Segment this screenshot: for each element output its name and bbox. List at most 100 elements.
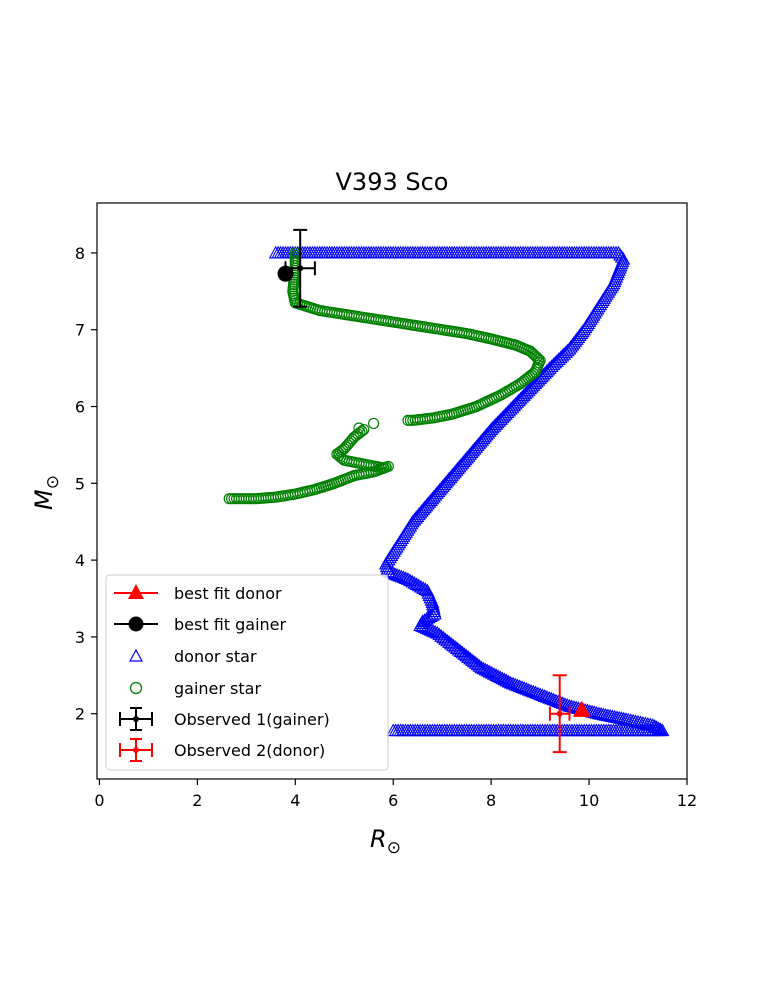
gainer-star-point <box>532 353 545 365</box>
observed-donor-errorbar <box>548 674 571 754</box>
donor-star-point <box>510 395 525 408</box>
donor-star-point <box>587 705 602 719</box>
donor-star-point <box>418 582 433 596</box>
donor-star-point <box>507 398 521 412</box>
y-tick-label: 4 <box>75 551 85 570</box>
donor-star-point <box>417 620 432 633</box>
donor-star-point <box>390 567 404 581</box>
y-tick-label: 3 <box>75 628 85 647</box>
donor-star-point <box>511 393 526 407</box>
y-axis-label-main: M <box>30 489 58 510</box>
x-tick-label: 4 <box>290 791 300 810</box>
legend-box <box>105 574 389 771</box>
donor-star-point <box>531 372 546 386</box>
donor-star-point <box>529 374 544 388</box>
best-fit-donor-point <box>572 700 591 717</box>
donor-star-point <box>539 364 554 378</box>
best-fit-gainer-point <box>277 265 294 282</box>
donor-star-point <box>500 405 515 419</box>
donor-star-point <box>387 567 402 580</box>
donor-star-point <box>425 595 440 608</box>
donor-star-point <box>525 379 539 393</box>
donor-star-point <box>394 569 409 583</box>
donor-star-point <box>513 391 528 405</box>
donor-star-point <box>485 420 500 434</box>
donor-star-point <box>413 618 428 631</box>
donor-star-point <box>526 378 541 391</box>
donor-star-point <box>585 704 600 718</box>
x-axis-label-main: R <box>370 825 387 853</box>
legend-label: gainer star <box>174 679 261 698</box>
gainer-star-point <box>223 493 235 505</box>
legend: best fit donor best fit gainer donor sta… <box>105 574 389 771</box>
donor-star-point <box>520 384 534 398</box>
plot-area <box>223 228 670 754</box>
x-tick-label: 8 <box>486 791 496 810</box>
x-tick-label: 6 <box>388 791 398 810</box>
y-tick-label: 2 <box>75 705 85 724</box>
legend-item-observed-donor: Observed 2(donor) <box>119 738 325 762</box>
donor-star-point <box>421 622 436 635</box>
legend-label: donor star <box>174 647 257 666</box>
y-tick-label: 8 <box>75 244 85 263</box>
legend-item-donor-star: donor star <box>128 647 257 666</box>
donor-star-point <box>487 418 502 432</box>
observed-gainer-errorbar <box>284 228 316 308</box>
gainer-star-point <box>353 422 365 434</box>
x-axis: 0 2 4 6 8 10 12 <box>94 779 697 810</box>
chart-title: V393 Sco <box>336 168 449 196</box>
y-axis-label: M⊙ <box>30 475 63 510</box>
donor-star-point <box>567 700 581 713</box>
legend-label: Observed 2(donor) <box>174 741 325 760</box>
donor-star-point <box>489 417 503 430</box>
donor-star-point <box>536 367 551 381</box>
x-tick-label: 12 <box>677 791 697 810</box>
plot-frame <box>96 202 688 780</box>
donor-star-point <box>494 412 508 425</box>
legend-item-best-fit-donor: best fit donor <box>114 584 282 603</box>
donor-star-point <box>415 619 430 632</box>
gainer-star-point <box>368 417 380 430</box>
legend-item-best-fit-gainer: best fit gainer <box>114 615 287 634</box>
donor-star-point <box>518 386 533 400</box>
x-tick-label: 10 <box>579 791 599 810</box>
donor-star-point <box>503 401 518 415</box>
donor-star-point <box>426 624 440 637</box>
legend-item-observed-gainer: Observed 1(gainer) <box>119 707 330 731</box>
donor-star-point <box>528 376 543 390</box>
legend-item-gainer-star: gainer star <box>129 679 261 698</box>
legend-label: Observed 1(gainer) <box>174 710 330 729</box>
donor-star-point <box>383 565 398 579</box>
donor-star-point <box>392 568 407 582</box>
donor-star-point <box>386 723 401 737</box>
legend-label: best fit donor <box>174 584 282 603</box>
donor-star-point <box>426 599 441 613</box>
donor-star-point <box>497 408 512 422</box>
donor-star-point <box>490 415 505 429</box>
donor-star-point <box>385 566 400 579</box>
gainer-star-point <box>518 375 530 387</box>
donor-star-point <box>589 705 604 719</box>
donor-star-point <box>523 381 538 395</box>
donor-star-point <box>516 388 531 401</box>
donor-star-point <box>515 389 530 403</box>
y-tick-label: 5 <box>75 474 85 493</box>
donor-star-point <box>521 383 536 396</box>
donor-star-point <box>502 403 517 417</box>
donor-star-point <box>495 410 510 424</box>
donor-star-point <box>492 413 507 427</box>
donor-star-point <box>498 407 513 420</box>
donor-star-point <box>508 396 523 410</box>
x-tick-label: 2 <box>192 791 202 810</box>
donor-star-point <box>538 366 552 379</box>
y-axis-label-sub: ⊙ <box>43 475 63 489</box>
gainer-star-point <box>402 414 414 426</box>
x-axis-label: R⊙ <box>370 825 401 858</box>
donor-star-point <box>560 698 575 711</box>
donor-star-point <box>542 360 557 374</box>
donor-star-point <box>564 699 579 713</box>
legend-label: best fit gainer <box>174 615 287 634</box>
y-axis: 2 3 4 5 6 7 8 <box>75 244 97 724</box>
donor-star-point <box>505 400 520 413</box>
